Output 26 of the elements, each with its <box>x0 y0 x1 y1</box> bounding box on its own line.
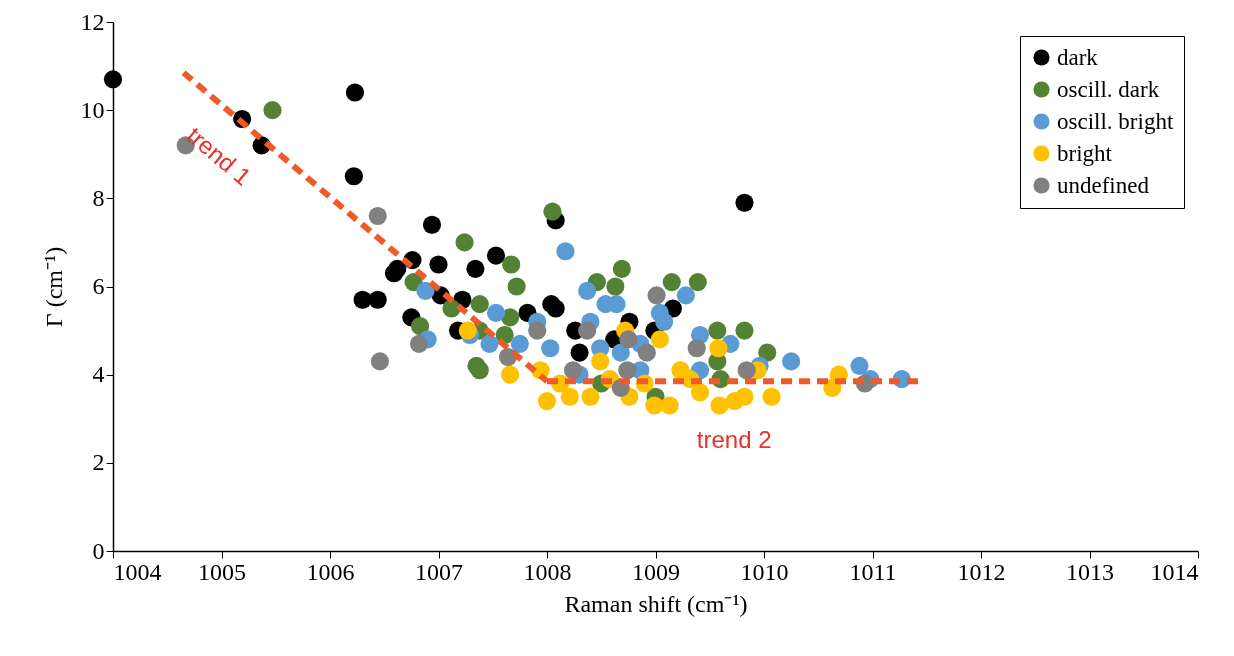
annotation: trend 2 <box>696 426 772 454</box>
legend-label: dark <box>1057 44 1099 70</box>
x-tick-label: 1013 <box>1066 558 1114 585</box>
legend-label: undefined <box>1057 172 1150 198</box>
x-tick-label: 1007 <box>415 558 463 585</box>
y-axis-title: Γ (cm⁻¹) <box>40 246 67 328</box>
legend-label: oscill. dark <box>1057 76 1160 102</box>
x-axis-title: Raman shift (cm⁻¹) <box>564 590 748 617</box>
x-tick-label: 1006 <box>306 558 355 585</box>
x-tick-label: 1005 <box>198 558 246 585</box>
y-tick-label: 6 <box>92 273 105 299</box>
x-tick-label: 1004 <box>113 558 162 585</box>
x-tick-label: 1014 <box>1150 558 1199 585</box>
x-tick-label: 1012 <box>957 558 1006 585</box>
y-tick-label: 10 <box>80 96 105 123</box>
x-tick-label: 1011 <box>849 558 897 585</box>
x-tick-label: 1010 <box>740 558 789 585</box>
y-tick-label: 4 <box>92 361 105 388</box>
y-tick-label: 2 <box>92 449 105 476</box>
legend-label: bright <box>1057 140 1113 166</box>
y-tick-label: 12 <box>80 8 105 35</box>
y-tick-label: 0 <box>92 537 105 564</box>
x-tick-label: 1009 <box>632 558 680 585</box>
x-tick-label: 1008 <box>523 558 572 585</box>
legend-label: oscill. bright <box>1057 108 1174 134</box>
y-tick-label: 8 <box>92 184 105 211</box>
